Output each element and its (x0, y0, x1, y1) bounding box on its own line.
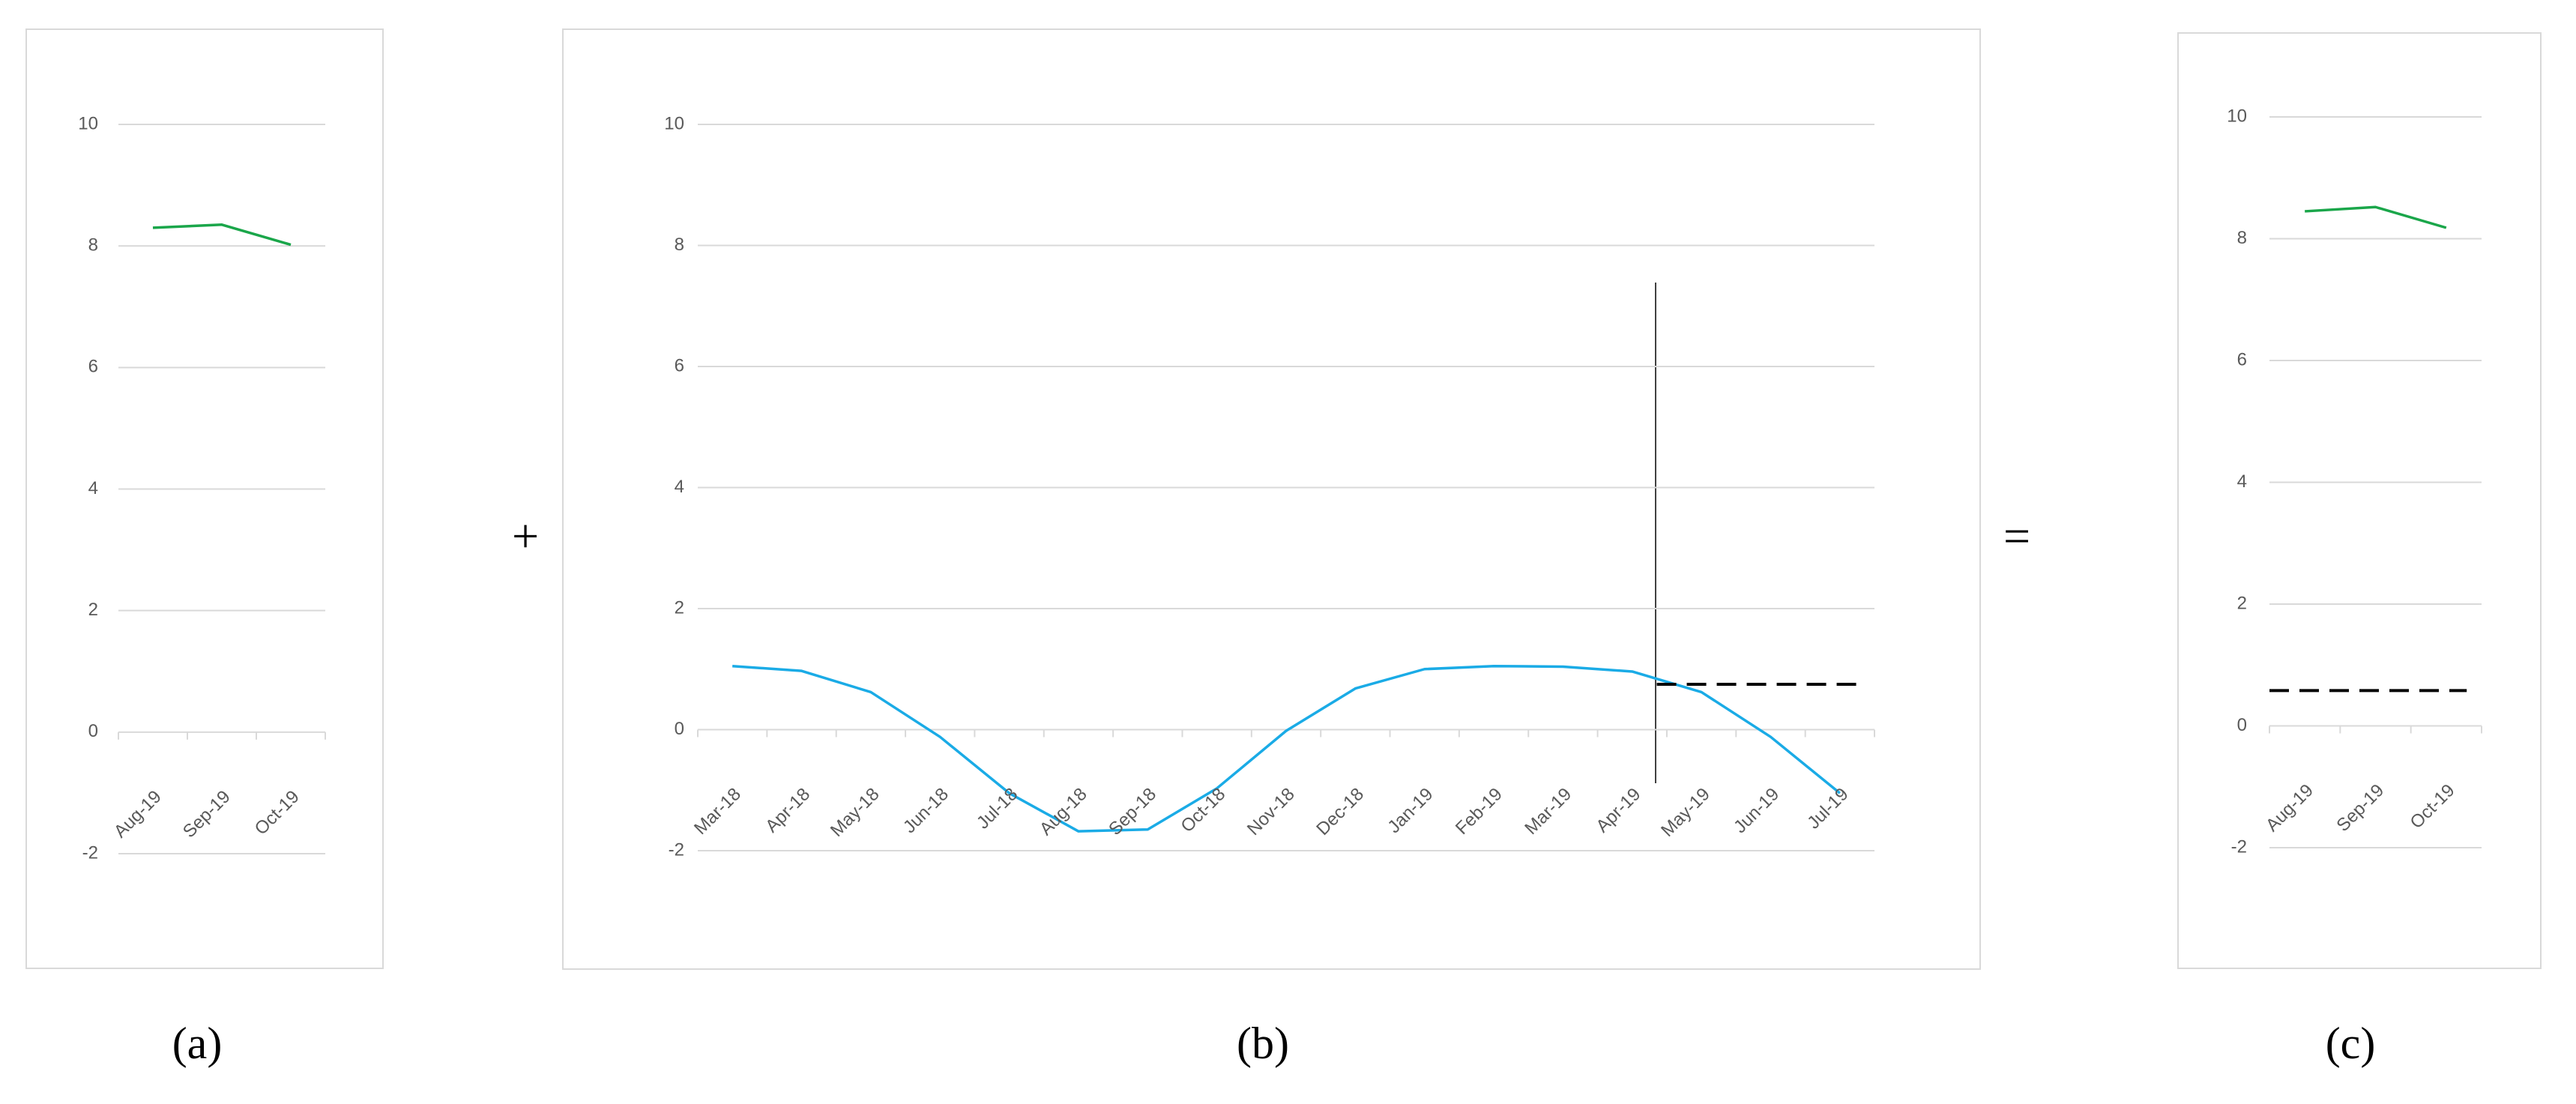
y-tick-label: 4 (2237, 471, 2247, 492)
caption: (a) (172, 1019, 223, 1068)
y-tick-label: 8 (2237, 228, 2247, 248)
y-tick-label: 2 (88, 600, 98, 620)
y-tick-label: 4 (675, 477, 684, 497)
plus-sign: + (512, 510, 539, 563)
y-tick-label: 10 (2227, 106, 2247, 126)
y-tick-label: 10 (78, 113, 98, 133)
y-tick-label: 6 (2237, 349, 2247, 369)
y-tick-label: 6 (675, 355, 684, 375)
chart-frame (2177, 32, 2542, 969)
y-tick-label: 0 (675, 719, 684, 739)
chart-frame (562, 28, 1981, 970)
data-line (2305, 205, 2447, 229)
caption: (c) (2326, 1019, 2376, 1068)
y-tick-label: 8 (88, 235, 98, 256)
y-tick-label: 2 (675, 597, 684, 618)
y-tick-label: 2 (2237, 593, 2247, 613)
caption: (b) (1237, 1019, 1289, 1068)
y-tick-label: 8 (675, 235, 684, 255)
y-tick-label: -2 (82, 842, 98, 863)
data-line (152, 223, 292, 247)
y-tick-label: -2 (669, 839, 684, 860)
chart-frame (25, 28, 384, 969)
y-tick-label: 0 (2237, 715, 2247, 735)
y-tick-label: -2 (2231, 836, 2247, 857)
y-tick-label: 0 (88, 721, 98, 741)
data-line (732, 664, 1841, 833)
y-tick-label: 4 (88, 478, 98, 498)
y-tick-label: 10 (664, 113, 684, 133)
y-tick-label: 6 (88, 357, 98, 377)
equals-sign: = (2003, 510, 2030, 563)
